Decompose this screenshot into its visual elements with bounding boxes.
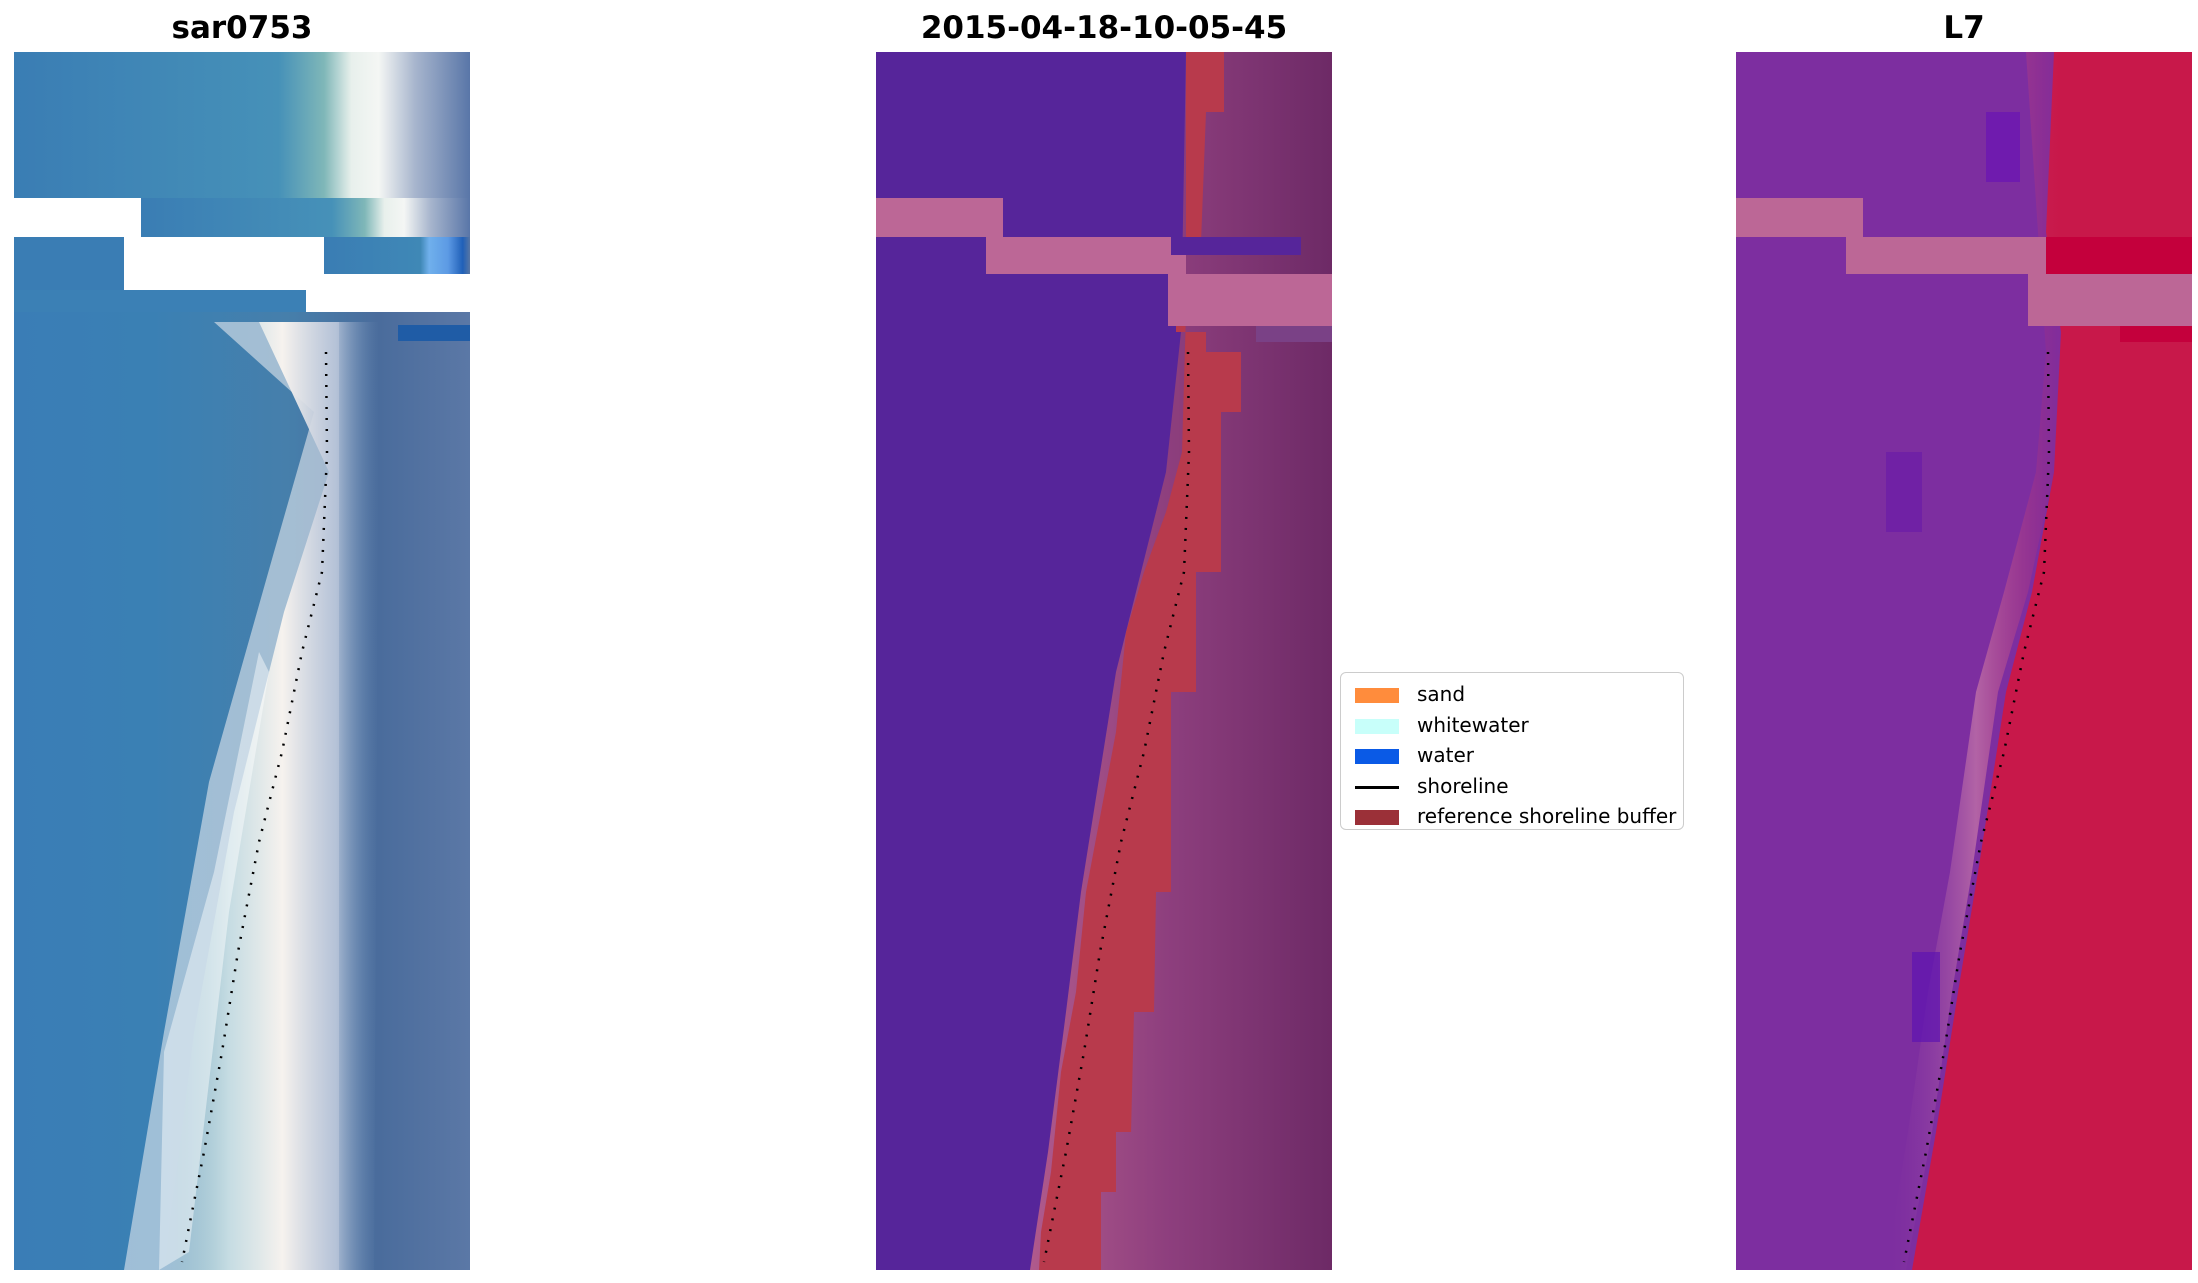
legend-item-whitewater: whitewater [1349, 710, 1683, 741]
panel-title-mndwi: L7 [1943, 10, 1985, 46]
water-swatch [1355, 749, 1399, 764]
panel-title-rgb: sar0753 [171, 10, 313, 46]
sand-swatch [1355, 688, 1399, 703]
legend-item-sand: sand [1349, 679, 1683, 710]
legend-label: whitewater [1417, 712, 1529, 737]
legend-label: water [1417, 743, 1474, 767]
panel-title-classified: 2015-04-18-10-05-45 [920, 10, 1288, 46]
rgb-image [14, 52, 470, 1270]
reference-buffer-area [1039, 52, 1241, 1270]
legend-label: shoreline [1417, 773, 1509, 798]
shoreline-line-swatch [1355, 785, 1399, 789]
l7-image [1736, 52, 2192, 1270]
l7-image-panel [1736, 52, 2192, 1270]
buffer-swatch [1355, 810, 1399, 825]
legend: sand whitewater water shoreline referenc… [1340, 672, 1684, 830]
legend-item-shoreline: shoreline [1349, 771, 1683, 802]
classified-image [876, 52, 1332, 1270]
classified-image-panel [876, 52, 1332, 1270]
nodata-band [1736, 198, 1863, 237]
legend-item-water: water [1349, 740, 1683, 771]
legend-label: sand [1417, 682, 1466, 706]
rgb-image-panel [14, 52, 470, 1270]
nodata-band [876, 198, 1003, 237]
legend-item-reference-buffer: reference shoreline buffer [1349, 801, 1683, 832]
whitewater-swatch [1355, 718, 1399, 734]
legend-label: reference shoreline buffer [1417, 804, 1677, 828]
